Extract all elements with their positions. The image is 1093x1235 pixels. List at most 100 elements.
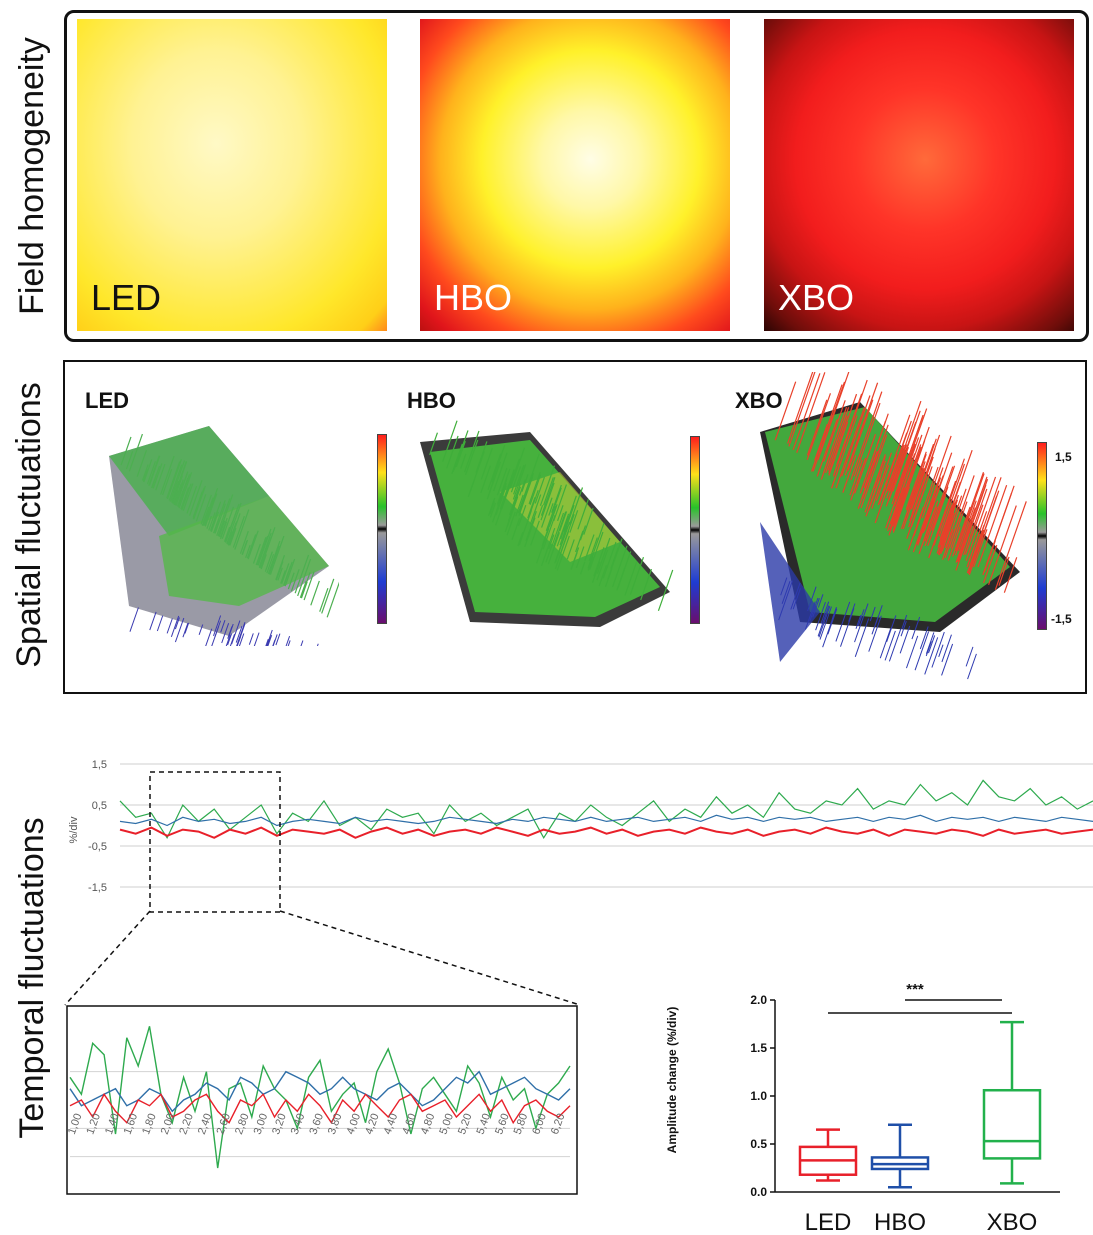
surface-spike — [937, 499, 959, 555]
surface-spike — [275, 561, 284, 581]
surface-spike — [486, 461, 501, 500]
surface-spike — [515, 494, 524, 517]
surface-spike — [208, 512, 216, 531]
field-label-hbo: HBO — [434, 277, 513, 318]
surface-spike — [925, 632, 935, 654]
surface-spike — [879, 627, 892, 659]
surface-spike — [963, 488, 988, 556]
spatial-label-led: LED — [85, 388, 129, 413]
surface-spike — [927, 494, 947, 547]
surface-spike — [863, 451, 878, 489]
surface-spike — [908, 456, 934, 528]
surface-spike — [496, 467, 508, 496]
surface-spike — [640, 568, 653, 601]
surface-spike — [548, 534, 555, 550]
surface-spike — [326, 581, 339, 618]
surface-spike — [499, 469, 515, 510]
surface-spike — [460, 453, 467, 469]
surface-spike — [227, 633, 233, 646]
surface-spike — [203, 488, 219, 526]
category-label: LED — [805, 1209, 852, 1235]
surface-spike — [825, 407, 850, 474]
surface-spike — [924, 637, 939, 675]
surface-spike — [910, 468, 925, 507]
surface-spike — [239, 530, 249, 554]
zoom-series-line-1 — [69, 1070, 571, 1113]
surface-spike — [598, 564, 608, 587]
surface-spike — [510, 466, 521, 493]
surface-spike — [977, 484, 1008, 568]
y-tick-label: 0,5 — [92, 800, 107, 812]
surface-spike — [868, 615, 882, 652]
surface-spike — [823, 400, 846, 462]
surface-spike — [860, 413, 889, 493]
surface-spike — [919, 626, 929, 650]
surface-spike — [534, 476, 546, 504]
surface-spike — [213, 519, 220, 534]
surface-spike — [912, 467, 944, 553]
surface-spike — [540, 528, 556, 567]
surface-spike — [892, 446, 922, 527]
surface-spike — [128, 433, 143, 472]
colorbar-hbo — [690, 436, 700, 624]
surface-spike — [316, 643, 319, 646]
surface-spike — [446, 435, 459, 469]
surface-spike — [252, 543, 261, 564]
surface-spike — [257, 528, 272, 566]
surface-spike — [820, 601, 830, 624]
surface-spike — [888, 444, 922, 536]
surface-spike — [429, 432, 439, 456]
surface-spike — [125, 451, 134, 470]
surface-spike — [926, 483, 941, 522]
surface-spike — [226, 530, 233, 545]
surface-spike — [492, 482, 507, 523]
surface-spike — [788, 372, 816, 447]
surface-spike — [816, 419, 838, 477]
field-image-hbo: HBO — [420, 19, 730, 331]
surface-spike — [809, 597, 819, 622]
surface-spike — [200, 494, 212, 525]
surface-spike — [508, 458, 521, 490]
y-tick-label: 1.5 — [750, 1041, 767, 1055]
surface-spike — [894, 414, 924, 495]
surface-spike — [174, 617, 180, 630]
colorbar-max-label: 1,5 — [1055, 450, 1072, 464]
surface-spike — [835, 601, 851, 642]
surface-spike — [136, 449, 148, 477]
surface-spike — [202, 497, 214, 526]
surface-spike — [143, 459, 153, 483]
surface-spike — [467, 481, 475, 497]
surface-spike — [925, 641, 932, 657]
surface-spike — [860, 434, 888, 509]
surface-spike — [591, 561, 601, 583]
surface-spike — [513, 465, 525, 495]
surface-spike — [629, 556, 645, 595]
surface-spike — [506, 511, 516, 536]
surface-spike — [209, 501, 222, 531]
surface-spike — [553, 511, 567, 547]
surface-spike — [521, 474, 529, 492]
surface-spike — [551, 512, 565, 547]
amplitude-box-plot: Amplitude change (%/div) 0.0 0.5 1.0 1.5 2.0… — [665, 981, 1060, 1235]
surface-spike — [889, 487, 906, 530]
surface-spike — [964, 504, 984, 555]
field-label-xbo: XBO — [778, 277, 855, 318]
surface-spike — [957, 530, 970, 562]
surface-spike — [780, 577, 788, 596]
surface-spike — [812, 598, 820, 618]
surface-spike — [489, 502, 496, 518]
surface-spike — [480, 465, 491, 494]
surface-spike — [120, 436, 132, 466]
surface-spike — [864, 455, 878, 490]
surface-spike — [886, 400, 922, 499]
surface-spike — [442, 420, 458, 462]
surface-spike — [778, 580, 793, 621]
surface-spike — [281, 563, 290, 584]
surface-spike — [589, 531, 604, 570]
surface-spike — [610, 547, 619, 569]
surface-spike — [310, 580, 320, 606]
surface-spike — [480, 447, 493, 480]
surface-spike — [287, 640, 291, 646]
surface-spike — [835, 407, 865, 489]
surface-spike — [542, 515, 556, 550]
